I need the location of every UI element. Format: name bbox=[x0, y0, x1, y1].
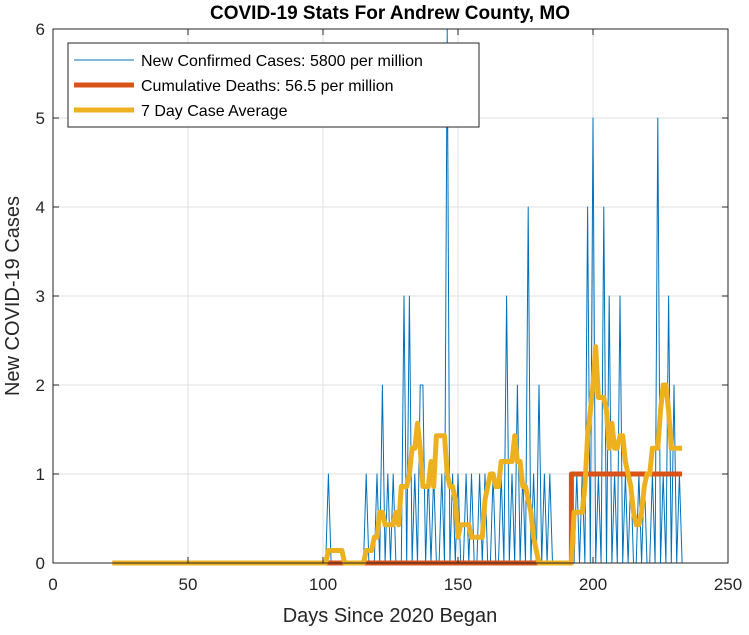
legend-label-new-cases: New Confirmed Cases: 5800 per million bbox=[141, 53, 423, 70]
y-tick-label: 2 bbox=[36, 376, 45, 395]
y-tick-label: 1 bbox=[36, 465, 45, 484]
y-tick-label: 4 bbox=[36, 198, 45, 217]
legend-box bbox=[67, 42, 480, 128]
x-tick-label: 100 bbox=[309, 575, 337, 594]
series-line-2 bbox=[112, 344, 683, 566]
y-tick-label: 5 bbox=[36, 109, 45, 128]
x-axis-label: Days Since 2020 Began bbox=[283, 605, 498, 627]
y-tick-label: 3 bbox=[36, 287, 45, 306]
x-tick-label: 50 bbox=[179, 575, 198, 594]
y-tick-label: 6 bbox=[36, 20, 45, 39]
x-tick-label: 200 bbox=[579, 575, 607, 594]
chart-title: COVID-19 Stats For Andrew County, MO bbox=[210, 3, 570, 24]
legend-label-cumulative-deaths: Cumulative Deaths: 56.5 per million bbox=[141, 78, 394, 95]
x-tick-label: 0 bbox=[48, 575, 57, 594]
x-tick-label: 150 bbox=[444, 575, 472, 594]
legend-label-7-day-average: 7 Day Case Average bbox=[141, 103, 288, 120]
axes: 0 50 100 150 200 250 0 1 2 3 4 5 6 bbox=[36, 20, 743, 594]
legend: New Confirmed Cases: 5800 per million Cu… bbox=[67, 42, 480, 128]
x-tick-label: 250 bbox=[714, 575, 742, 594]
y-axis-label: New COVID-19 Cases bbox=[2, 196, 24, 396]
y-tick-label: 0 bbox=[36, 554, 45, 573]
